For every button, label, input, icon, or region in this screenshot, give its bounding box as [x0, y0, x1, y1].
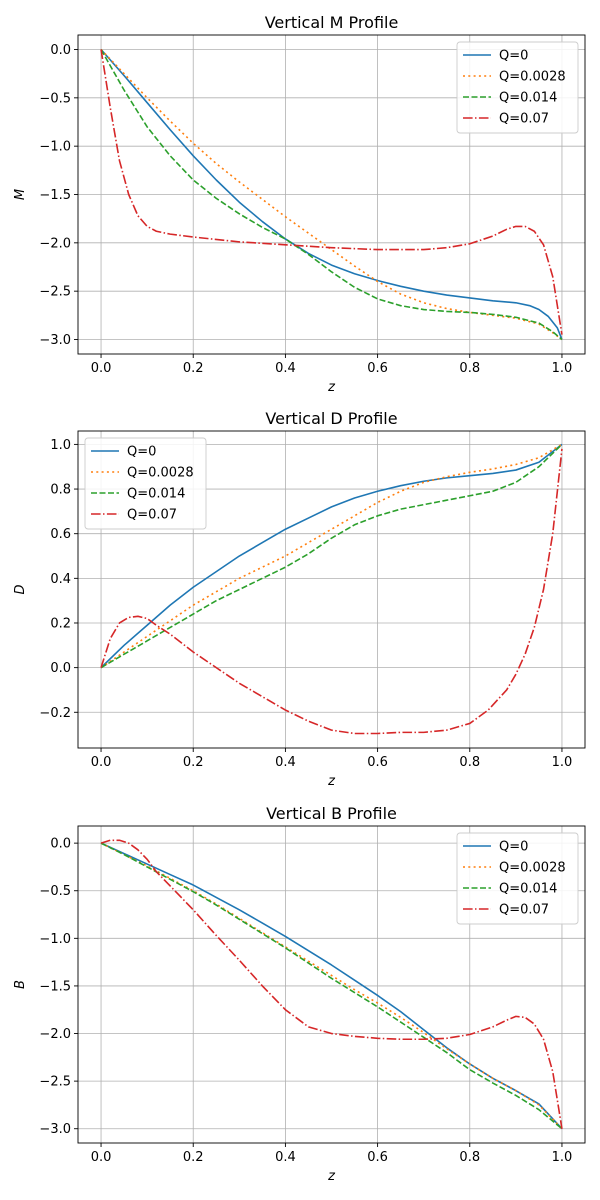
chart-title: Vertical M Profile: [265, 13, 399, 32]
y-tick-label: −1.0: [39, 932, 71, 947]
x-tick-label: 0.0: [91, 755, 112, 770]
series-line-Q=0: [100, 48, 563, 340]
legend-entry: Q=0.014: [499, 91, 557, 106]
x-axis-label: z: [327, 1169, 336, 1184]
chart-title: Vertical D Profile: [265, 409, 397, 428]
legend-entry: Q=0.0028: [499, 861, 566, 876]
y-tick-label: −3.0: [39, 1122, 71, 1137]
x-tick-label: 0.8: [459, 361, 480, 376]
series-line-Q=0: [100, 842, 563, 1130]
legend-entry: Q=0: [499, 49, 528, 64]
x-tick-label: 0.2: [183, 755, 204, 770]
legend-entry: Q=0: [127, 445, 156, 460]
y-axis-label: M: [13, 189, 28, 200]
y-axis-label: D: [13, 584, 28, 594]
x-tick-label: 0.8: [459, 755, 480, 770]
y-axis-label: B: [13, 980, 28, 989]
legend-entry: Q=0.07: [127, 508, 177, 523]
x-tick-label: 0.6: [367, 1150, 388, 1165]
legend-entry: Q=0.014: [127, 487, 185, 502]
legend: Q=0 Q=0.0028 Q=0.014 Q=0.07: [456, 832, 579, 925]
legend-entry: Q=0.0028: [499, 70, 566, 85]
y-tick-label: −1.5: [39, 188, 71, 203]
legend-box: [84, 437, 207, 530]
chart-2: 0.0 0.2 0.4 0.6 0.8 1.0 −0.2 0.0 0.2 0.4 0.6 0.8 1.0…: [13, 409, 586, 789]
y-tick-label: 0.8: [50, 483, 71, 498]
legend-entry: Q=0.07: [499, 903, 549, 918]
series-line-Q=0.014: [100, 443, 563, 669]
x-tick-label: 1.0: [552, 755, 573, 770]
series-line-Q=0.014: [100, 49, 563, 341]
y-tick-label: −2.0: [39, 1027, 71, 1042]
y-tick-label: 0.2: [50, 616, 71, 631]
y-tick-label: −3.0: [39, 333, 71, 348]
x-tick-label: 0.6: [367, 361, 388, 376]
y-tick-label: −0.5: [39, 91, 71, 106]
y-tick-label: 0.0: [50, 837, 71, 852]
x-axis-label: z: [327, 774, 336, 789]
x-tick-label: 0.4: [275, 361, 296, 376]
x-tick-label: 0.8: [459, 1150, 480, 1165]
x-tick-label: 0.2: [183, 1150, 204, 1165]
chart-3: 0.0 0.2 0.4 0.6 0.8 1.0 0.0 −0.5 −1.0 −1.5 −2.0 −2.…: [13, 804, 586, 1184]
series-line-Q=0.0028: [100, 842, 563, 1130]
legend: Q=0 Q=0.0028 Q=0.014 Q=0.07: [456, 41, 579, 134]
axes-frame: [77, 825, 586, 1144]
y-tick-label: 0.0: [50, 661, 71, 676]
legend-box: [456, 832, 579, 925]
x-axis-label: z: [327, 380, 336, 395]
legend-entry: Q=0.07: [499, 112, 549, 127]
legend-box: [456, 41, 579, 134]
series-line-Q=0: [100, 443, 563, 669]
x-tick-label: 0.0: [91, 361, 112, 376]
series-line-Q=0.0028: [100, 443, 563, 669]
x-tick-label: 1.0: [552, 1150, 573, 1165]
y-tick-label: −1.0: [39, 140, 71, 155]
axes-frame: [77, 430, 586, 749]
legend-entry: Q=0.0028: [127, 466, 194, 481]
x-tick-label: 0.6: [367, 755, 388, 770]
y-tick-label: 0.6: [50, 527, 71, 542]
y-tick-label: −0.5: [39, 884, 71, 899]
y-tick-label: −2.0: [39, 236, 71, 251]
x-tick-label: 1.0: [552, 361, 573, 376]
legend-entry: Q=0: [499, 840, 528, 855]
series-line-Q=0.07: [100, 448, 563, 735]
x-tick-label: 0.2: [183, 361, 204, 376]
legend-entry: Q=0.014: [499, 882, 557, 897]
y-tick-label: −0.2: [39, 706, 71, 721]
series-line-Q=0.07: [100, 839, 563, 1129]
y-tick-label: 1.0: [50, 438, 71, 453]
legend: Q=0 Q=0.0028 Q=0.014 Q=0.07: [84, 437, 207, 530]
y-tick-label: −2.5: [39, 1075, 71, 1090]
y-tick-label: −2.5: [39, 285, 71, 300]
series-line-Q=0.07: [100, 49, 563, 335]
series-line-Q=0.014: [100, 842, 563, 1130]
x-tick-label: 0.4: [275, 1150, 296, 1165]
chart-title: Vertical B Profile: [266, 804, 397, 823]
y-tick-label: 0.4: [50, 572, 71, 587]
y-tick-label: −1.5: [39, 979, 71, 994]
x-tick-label: 0.4: [275, 755, 296, 770]
chart-1: 0.0 0.2 0.4 0.6 0.8 1.0 0.0 −0.5 −1.0 −1.5 −2.0 −2.…: [13, 13, 586, 395]
x-tick-label: 0.0: [91, 1150, 112, 1165]
y-tick-label: 0.0: [50, 43, 71, 58]
